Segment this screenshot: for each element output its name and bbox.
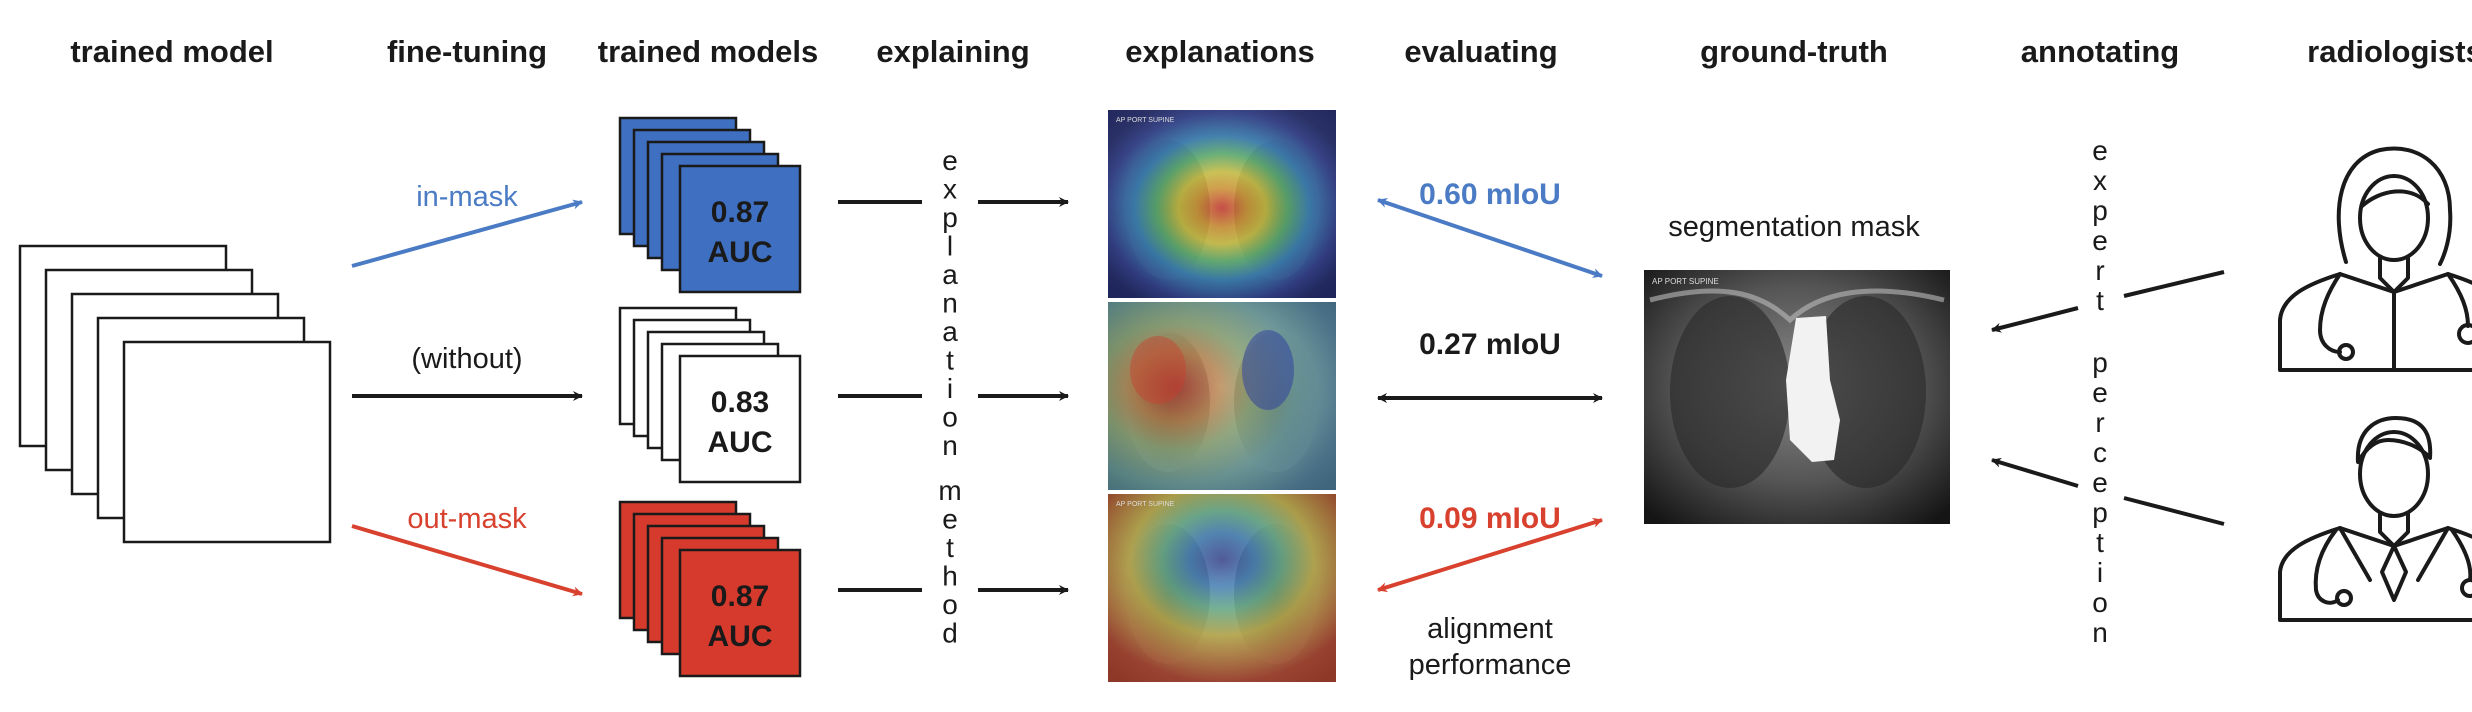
model-without-score: 0.83: [711, 386, 769, 419]
miou-out-mask: 0.09 mIoU: [1419, 502, 1561, 535]
label-out-mask: out-mask: [407, 503, 527, 535]
annotate-arrow-bottom: [1991, 457, 2079, 488]
annotate-line-bottom-b: [2123, 496, 2225, 526]
model-stack-out-mask: [618, 500, 802, 678]
model-stack-in-mask: [618, 116, 802, 294]
label-in-mask: in-mask: [416, 181, 518, 213]
miou-without: 0.27 mIoU: [1419, 328, 1561, 361]
explanation-heatmap-in-mask: AP PORT SUPINE: [1108, 110, 1336, 298]
header-fine-tuning: fine-tuning: [387, 34, 547, 69]
segmentation-region: [1786, 316, 1840, 462]
header-trained-models: trained models: [598, 34, 819, 69]
model-in-mask-metric: AUC: [708, 236, 773, 269]
model-out-mask-score: 0.87: [711, 580, 769, 613]
alignment-label-line2: performance: [1409, 649, 1572, 681]
xray-tag-3: AP PORT SUPINE: [1116, 501, 1175, 508]
arrow-in-mask: [351, 199, 583, 268]
header-radiologists: radiologists: [2307, 34, 2472, 69]
header-trained-model: trained model: [70, 34, 273, 69]
segmentation-mask-image: AP PORT SUPINE: [1644, 270, 1950, 524]
explanation-heatmap-without: [1108, 302, 1336, 490]
miou-in-mask: 0.60 mIoU: [1419, 178, 1561, 211]
model-in-mask-score: 0.87: [711, 196, 769, 229]
header-ground-truth: ground-truth: [1700, 34, 1888, 69]
label-without: (without): [411, 343, 522, 375]
model-out-mask-metric: AUC: [708, 620, 773, 653]
xray-tag-mask: AP PORT SUPINE: [1652, 277, 1719, 286]
header-explaining: explaining: [876, 34, 1029, 69]
radiologist-male-icon: [2278, 416, 2472, 622]
eval-arrow-out-mask: [1377, 517, 1603, 593]
arrow-out-mask: [351, 524, 583, 597]
expert-perception-label: e x p e r t p e r c e p t i o n: [2092, 135, 2108, 648]
explanation-method-label: e x p l a n a t i o n m e t h o d: [938, 145, 961, 649]
header-evaluating: evaluating: [1404, 34, 1557, 69]
radiologist-female-icon: [2278, 146, 2472, 372]
segmentation-mask-title: segmentation mask: [1668, 211, 1920, 243]
header-annotating: annotating: [2021, 34, 2179, 69]
eval-arrow-in-mask: [1377, 198, 1603, 278]
alignment-label-line1: alignment: [1427, 613, 1553, 645]
explanation-heatmap-out-mask: AP PORT SUPINE: [1108, 494, 1336, 682]
annotate-arrow-top: [1991, 306, 2079, 333]
model-stack-without: [618, 306, 802, 484]
annotate-line-top-b: [2123, 270, 2225, 298]
header-explanations: explanations: [1125, 34, 1315, 69]
xray-tag-1: AP PORT SUPINE: [1116, 117, 1175, 124]
model-without-metric: AUC: [708, 426, 773, 459]
trained-model-stack: [18, 244, 332, 544]
